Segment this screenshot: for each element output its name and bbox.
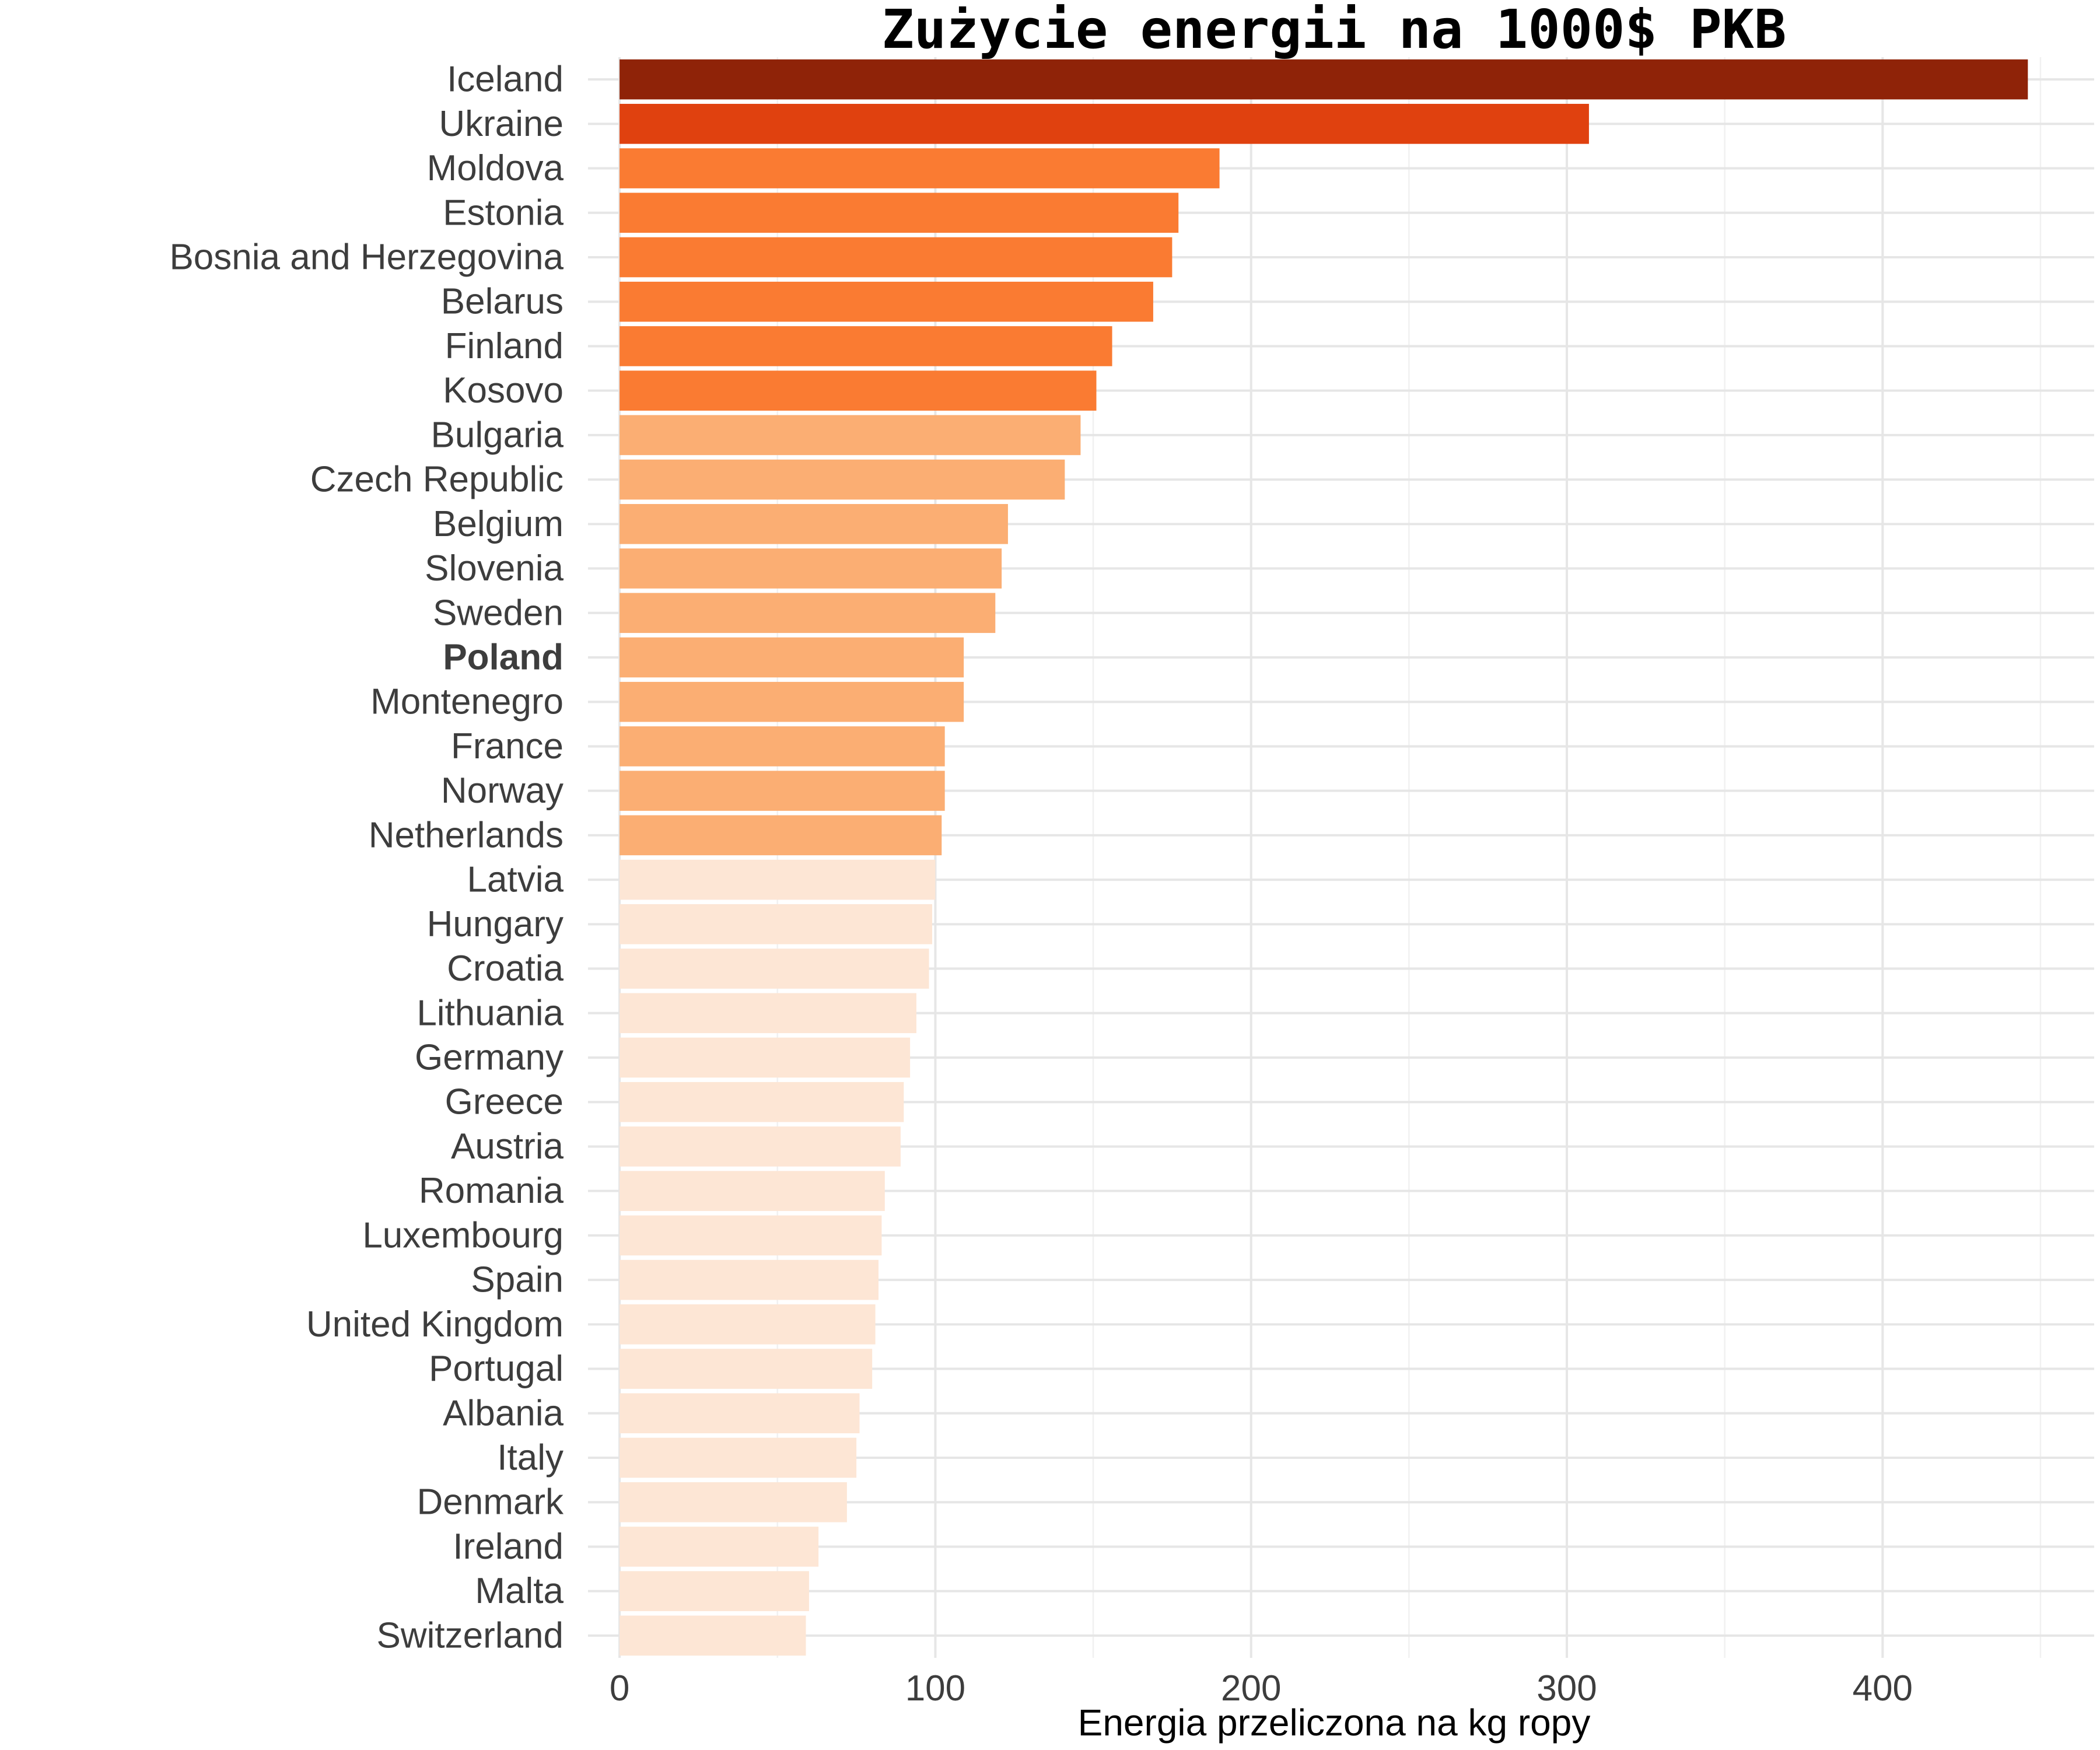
category-label: Croatia bbox=[447, 949, 564, 989]
category-label: Greece bbox=[445, 1082, 564, 1122]
bar-romania bbox=[620, 1171, 885, 1211]
bar-poland bbox=[620, 637, 964, 678]
category-label: Luxembourg bbox=[362, 1215, 564, 1255]
bar-austria bbox=[620, 1126, 901, 1167]
category-label: United Kingdom bbox=[306, 1304, 564, 1345]
category-label: Sweden bbox=[433, 593, 564, 633]
bar-norway bbox=[620, 771, 945, 811]
category-label: Ukraine bbox=[439, 104, 564, 144]
category-label: Netherlands bbox=[369, 815, 564, 855]
bar-france bbox=[620, 726, 945, 766]
category-label: Iceland bbox=[447, 60, 564, 100]
x-tick-label: 200 bbox=[1221, 1668, 1281, 1709]
category-label: Belgium bbox=[433, 504, 564, 544]
category-label: Malta bbox=[475, 1571, 564, 1611]
bar-switzerland bbox=[620, 1615, 806, 1656]
bar-kosovo bbox=[620, 370, 1097, 411]
bar-slovenia bbox=[620, 548, 1002, 589]
category-label: Kosovo bbox=[443, 370, 564, 411]
bar-ukraine bbox=[620, 104, 1589, 144]
bar-germany bbox=[620, 1037, 911, 1078]
category-label: Lithuania bbox=[416, 993, 564, 1033]
bar-bosnia-and-herzegovina bbox=[620, 237, 1172, 278]
category-label: Bulgaria bbox=[431, 415, 564, 455]
category-label: Finland bbox=[445, 326, 564, 366]
bars-group bbox=[620, 59, 2028, 1656]
category-label: Portugal bbox=[429, 1349, 564, 1389]
category-label: Romania bbox=[419, 1171, 564, 1211]
category-label: France bbox=[451, 726, 564, 766]
category-label: Germany bbox=[415, 1038, 564, 1078]
bar-portugal bbox=[620, 1349, 873, 1389]
x-tick-label: 300 bbox=[1536, 1668, 1597, 1709]
category-label: Estonia bbox=[443, 192, 564, 233]
bar-greece bbox=[620, 1082, 904, 1122]
bar-malta bbox=[620, 1571, 809, 1611]
category-label: Spain bbox=[471, 1260, 564, 1300]
bar-denmark bbox=[620, 1482, 847, 1522]
bar-bulgaria bbox=[620, 415, 1081, 456]
category-label: Ireland bbox=[453, 1527, 564, 1567]
category-label: Switzerland bbox=[377, 1615, 564, 1656]
category-label: Moldova bbox=[427, 148, 564, 188]
bar-estonia bbox=[620, 192, 1179, 233]
category-label: Norway bbox=[441, 771, 564, 811]
bar-netherlands bbox=[620, 815, 942, 856]
category-label: Latvia bbox=[467, 860, 564, 900]
category-label: Poland bbox=[443, 638, 564, 678]
bar-croatia bbox=[620, 949, 929, 989]
category-label: Czech Republic bbox=[310, 460, 564, 500]
bar-hungary bbox=[620, 904, 933, 944]
bar-united-kingdom bbox=[620, 1304, 876, 1345]
bar-italy bbox=[620, 1437, 857, 1478]
bar-belgium bbox=[620, 504, 1008, 544]
bar-lithuania bbox=[620, 993, 916, 1034]
bar-luxembourg bbox=[620, 1215, 882, 1256]
x-tick-label: 0 bbox=[610, 1668, 629, 1709]
bar-sweden bbox=[620, 593, 996, 634]
bar-spain bbox=[620, 1259, 878, 1300]
category-label: Slovenia bbox=[425, 548, 564, 589]
bar-czech-republic bbox=[620, 459, 1065, 500]
category-label: Bosnia and Herzegovina bbox=[169, 237, 564, 278]
category-label: Austria bbox=[451, 1126, 564, 1167]
bar-latvia bbox=[620, 859, 936, 900]
bar-finland bbox=[620, 326, 1112, 366]
bar-montenegro bbox=[620, 681, 964, 722]
category-label: Albania bbox=[443, 1393, 564, 1433]
bar-belarus bbox=[620, 281, 1153, 322]
chart-title: Zużycie energii na 1000$ PKB bbox=[882, 0, 1787, 61]
bar-iceland bbox=[620, 59, 2028, 100]
category-label: Denmark bbox=[416, 1482, 564, 1522]
x-tick-labels: 0 100 200 300 400 bbox=[610, 1668, 1913, 1709]
x-tick-label: 400 bbox=[1853, 1668, 1913, 1709]
x-axis-label: Energia przeliczona na kg ropy bbox=[1078, 1702, 1591, 1744]
category-label: Italy bbox=[497, 1438, 564, 1478]
bar-albania bbox=[620, 1393, 860, 1434]
category-label: Hungary bbox=[427, 904, 564, 944]
category-label: Belarus bbox=[441, 282, 564, 322]
x-tick-label: 100 bbox=[905, 1668, 965, 1709]
bar-ireland bbox=[620, 1527, 819, 1567]
bar-moldova bbox=[620, 148, 1220, 188]
category-label: Montenegro bbox=[370, 682, 564, 722]
